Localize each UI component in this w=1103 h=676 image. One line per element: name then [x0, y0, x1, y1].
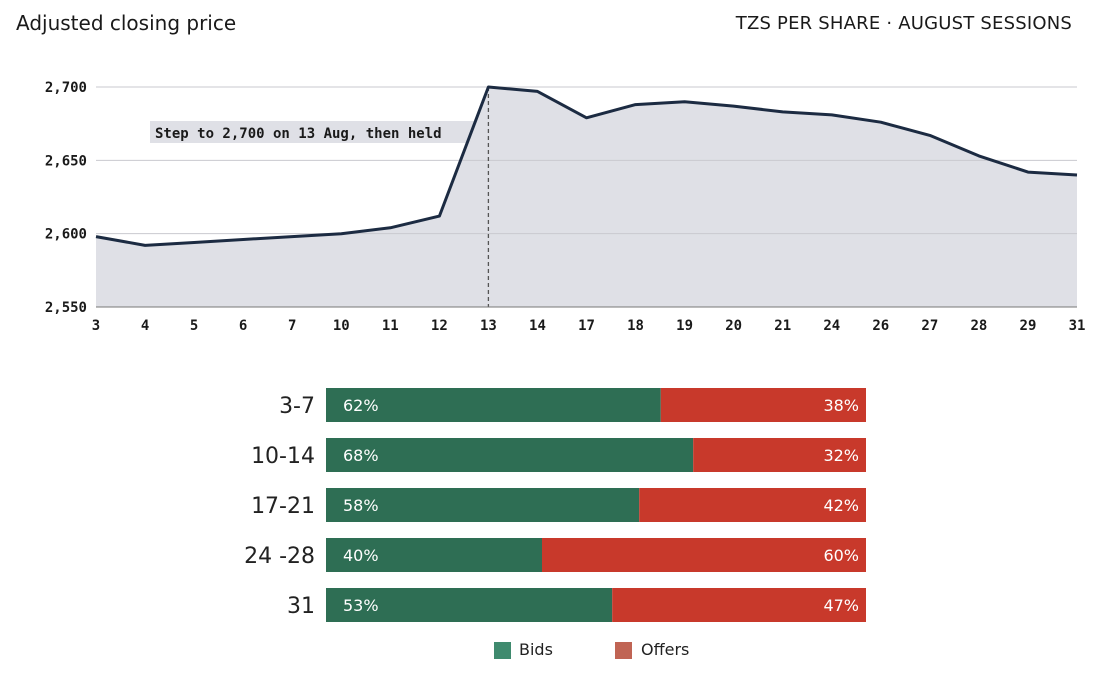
x-tick-label: 4	[141, 318, 149, 334]
offers-bar	[612, 588, 866, 622]
offers-value-label: 47%	[823, 596, 859, 615]
bids-value-label: 68%	[343, 446, 379, 465]
offers-bar	[660, 388, 866, 422]
x-tick-label: 5	[190, 318, 198, 334]
x-tick-label: 7	[288, 318, 296, 334]
legend-bids-swatch	[494, 642, 511, 659]
x-tick-label: 17	[578, 318, 595, 334]
x-tick-label: 11	[382, 318, 399, 334]
x-tick-label: 29	[1020, 318, 1037, 334]
y-tick-label: 2,650	[45, 153, 87, 169]
bar-category-label: 10-14	[251, 444, 315, 469]
y-tick-label: 2,700	[45, 80, 87, 96]
x-tick-label: 6	[239, 318, 247, 334]
offers-bar	[639, 488, 866, 522]
x-tick-label: 26	[872, 318, 889, 334]
bar-category-label: 3-7	[279, 394, 315, 419]
x-tick-label: 12	[431, 318, 448, 334]
x-tick-label: 28	[970, 318, 987, 334]
offers-value-label: 60%	[823, 546, 859, 565]
bids-bar	[326, 388, 661, 422]
price-area	[96, 87, 1077, 307]
bids-bar	[326, 438, 694, 472]
bids-bar	[326, 538, 542, 572]
legend-offers-swatch	[615, 642, 632, 659]
annotation-bg	[150, 121, 480, 143]
offers-bar	[693, 438, 866, 472]
x-tick-label: 14	[529, 318, 546, 334]
x-tick-label: 27	[921, 318, 938, 334]
offers-value-label: 38%	[823, 396, 859, 415]
y-tick-label: 2,600	[45, 227, 87, 243]
bids-value-label: 58%	[343, 496, 379, 515]
bids-value-label: 53%	[343, 596, 379, 615]
annotation-text: Step to 2,700 on 13 Aug, then held	[155, 126, 442, 142]
chart-subtitle: TZS PER SHARE · AUGUST SESSIONS	[735, 13, 1072, 34]
x-tick-label: 21	[774, 318, 791, 334]
bids-value-label: 62%	[343, 396, 379, 415]
legend-offers-label: Offers	[641, 640, 689, 659]
x-tick-label: 24	[823, 318, 840, 334]
offers-value-label: 42%	[823, 496, 859, 515]
price-line	[95, 85, 1078, 247]
offers-bar	[542, 538, 866, 572]
x-tick-label: 20	[725, 318, 742, 334]
bar-category-label: 24 -28	[244, 544, 315, 569]
x-tick-label: 10	[333, 318, 350, 334]
bids-bar	[326, 588, 613, 622]
x-tick-label: 31	[1069, 318, 1086, 334]
y-tick-label: 2,550	[45, 300, 87, 316]
bar-category-label: 17-21	[251, 494, 315, 519]
x-tick-label: 19	[676, 318, 693, 334]
bar-category-label: 31	[287, 594, 315, 619]
x-tick-label: 13	[480, 318, 497, 334]
bids-bar	[326, 488, 640, 522]
legend-bids-label: Bids	[519, 640, 553, 659]
chart-title: Adjusted closing price	[16, 11, 237, 35]
x-tick-label: 3	[92, 318, 100, 334]
offers-value-label: 32%	[823, 446, 859, 465]
bids-value-label: 40%	[343, 546, 379, 565]
x-tick-label: 18	[627, 318, 644, 334]
